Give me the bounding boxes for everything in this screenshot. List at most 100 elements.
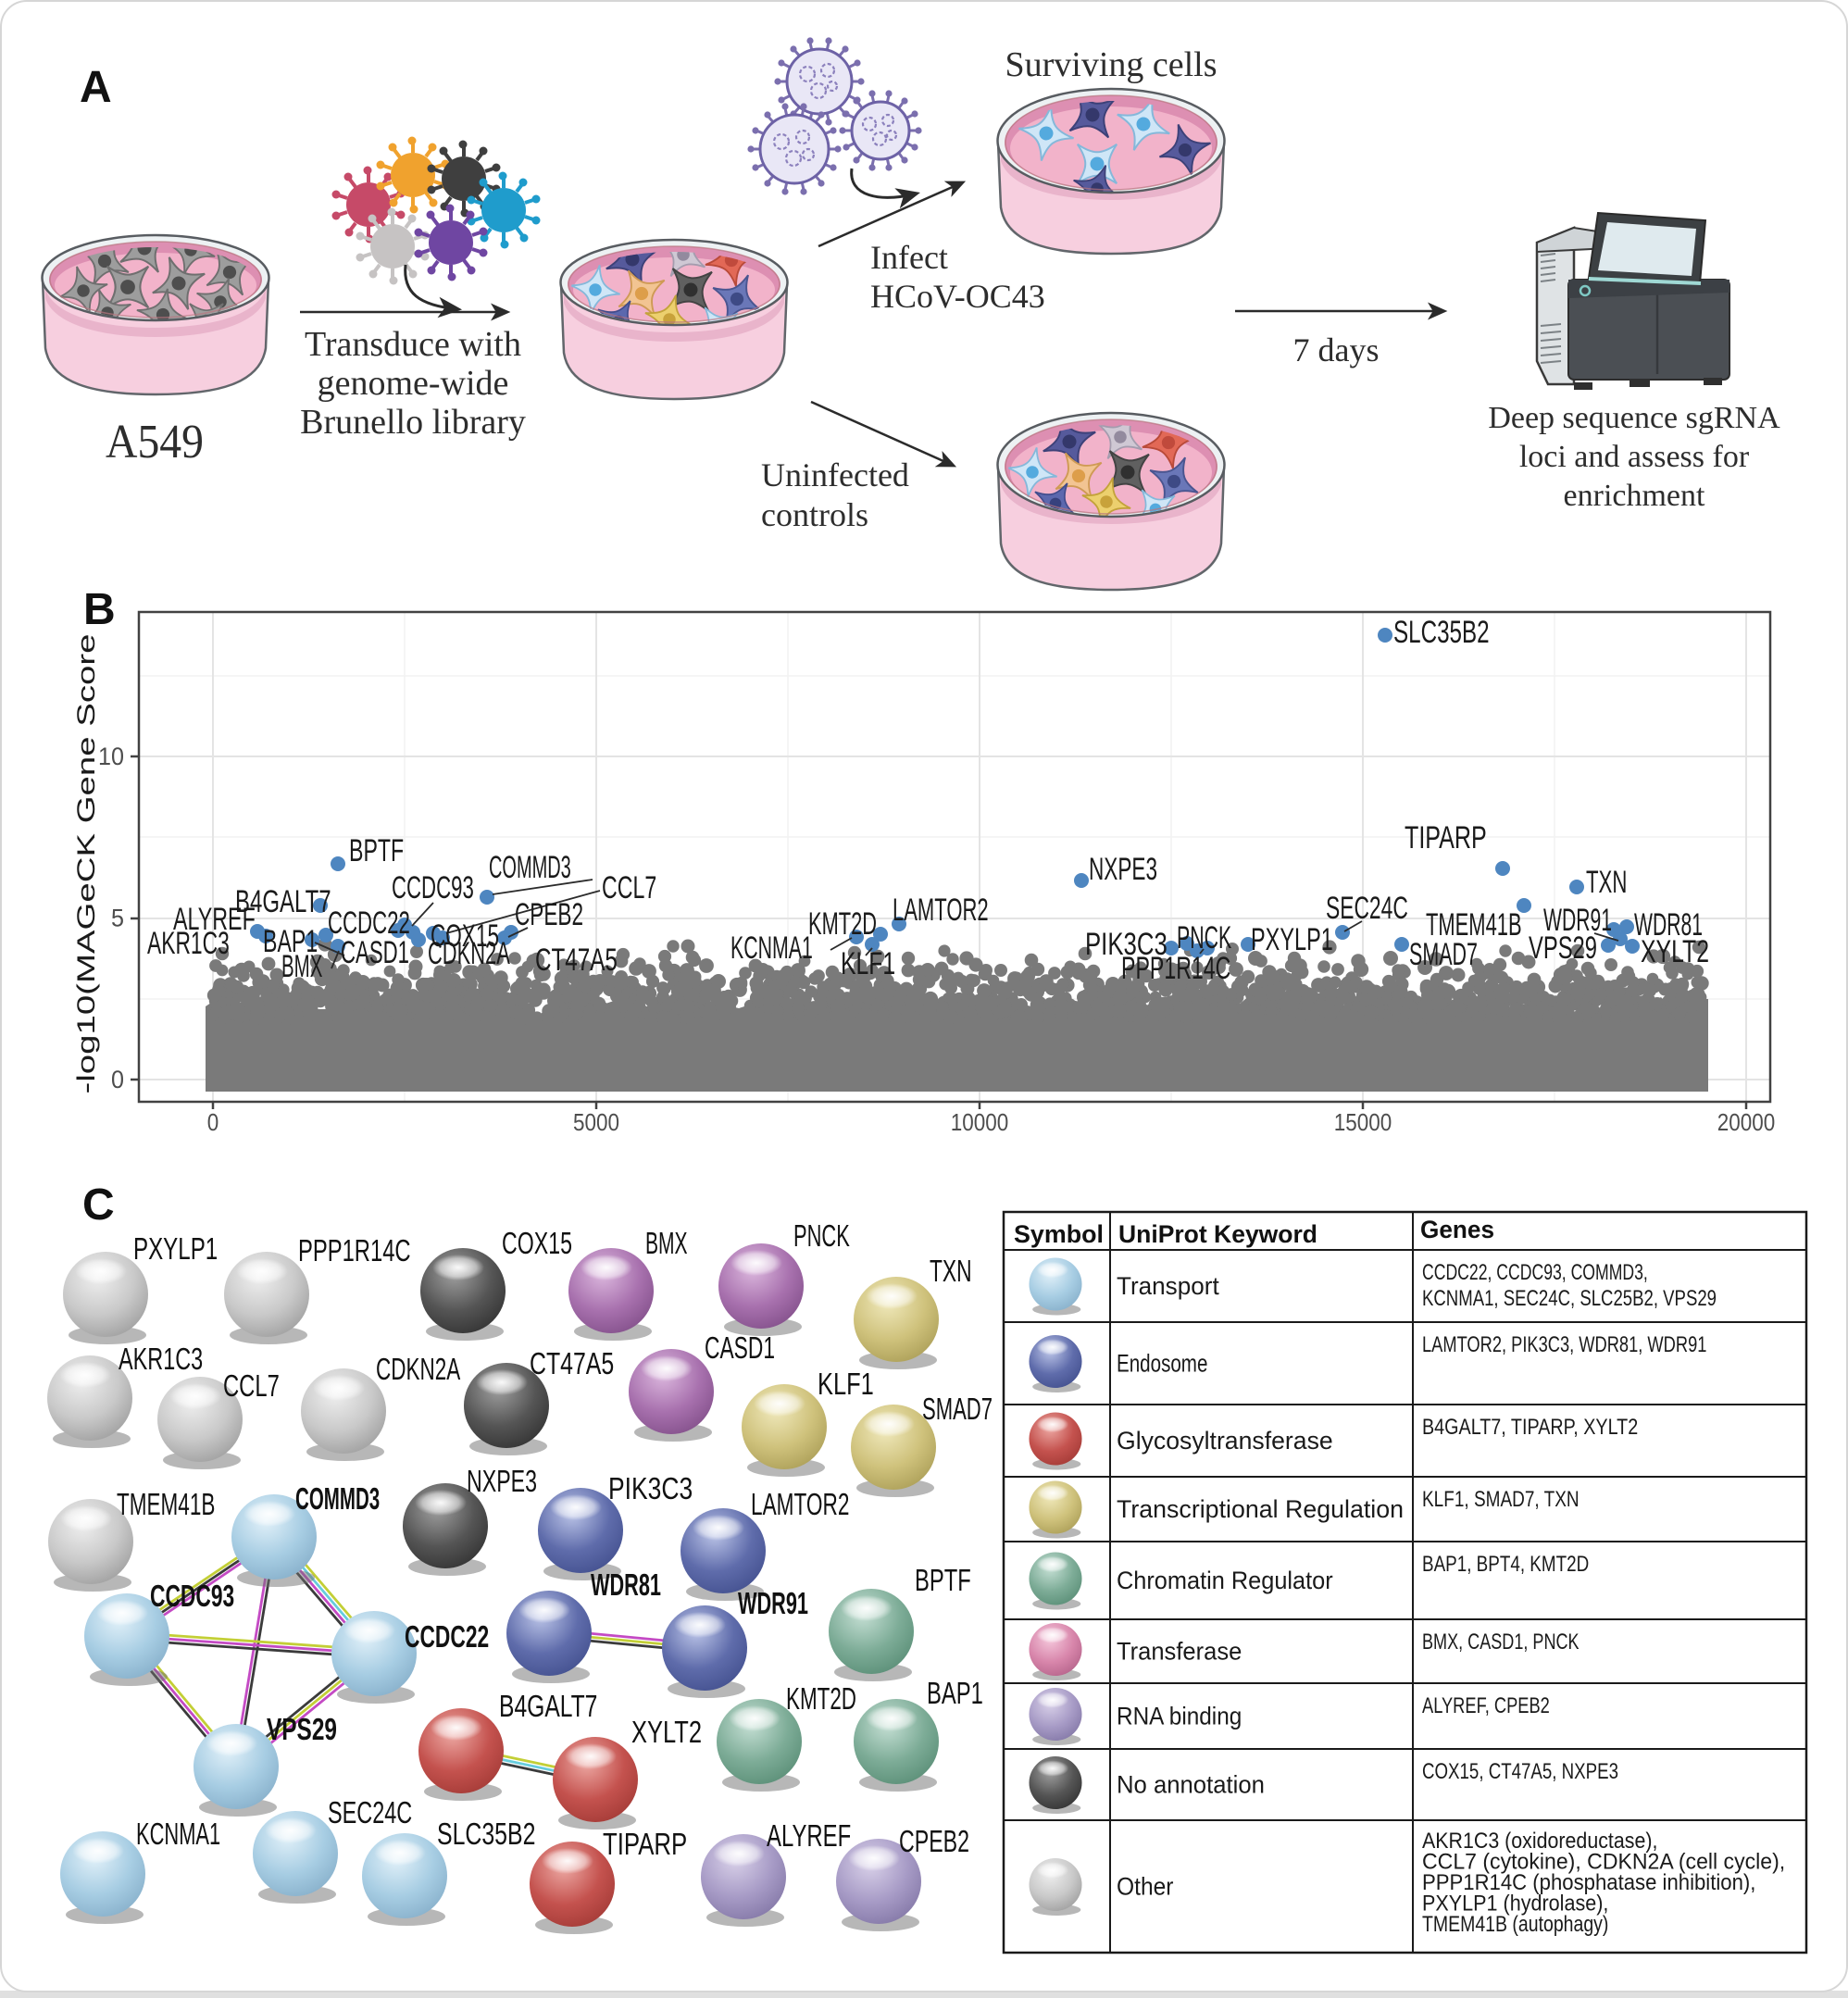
svg-text:BAP1, BPT4, KMT2D: BAP1, BPT4, KMT2D	[1422, 1552, 1589, 1577]
svg-text:SLC35B2: SLC35B2	[437, 1817, 535, 1851]
svg-text:Chromatin Regulator: Chromatin Regulator	[1117, 1567, 1333, 1594]
svg-text:PIK3C3: PIK3C3	[1085, 927, 1167, 962]
svg-text:KCNMA1: KCNMA1	[136, 1817, 220, 1851]
svg-text:BAP1: BAP1	[263, 924, 318, 959]
svg-text:COMMD3: COMMD3	[489, 850, 571, 885]
svg-text:AKR1C3: AKR1C3	[147, 926, 230, 961]
svg-text:Deep sequence sgRNA: Deep sequence sgRNA	[1488, 401, 1780, 435]
svg-text:SLC35B2: SLC35B2	[1393, 615, 1490, 650]
svg-text:Genes: Genes	[1420, 1216, 1494, 1243]
svg-text:TMEM41B: TMEM41B	[117, 1487, 215, 1521]
svg-text:Surviving cells: Surviving cells	[1005, 45, 1217, 84]
svg-text:KCNMA1, SEC24C, SLC25B2, VPS29: KCNMA1, SEC24C, SLC25B2, VPS29	[1422, 1286, 1717, 1311]
svg-text:Transferase: Transferase	[1117, 1638, 1242, 1666]
svg-text:VPS29: VPS29	[267, 1712, 337, 1746]
svg-text:UniProt Keyword: UniProt Keyword	[1118, 1220, 1317, 1248]
svg-text:CCDC93: CCDC93	[150, 1579, 234, 1613]
svg-text:CCL7: CCL7	[223, 1368, 280, 1403]
svg-text:RNA binding: RNA binding	[1117, 1703, 1242, 1730]
svg-text:AKR1C3: AKR1C3	[119, 1342, 203, 1376]
svg-text:CCDC22: CCDC22	[328, 905, 410, 941]
svg-text:CCDC22, CCDC93, COMMD3,: CCDC22, CCDC93, COMMD3,	[1422, 1260, 1648, 1285]
svg-text:PPP1R14C (phosphatase inhibiti: PPP1R14C (phosphatase inhibition),	[1422, 1870, 1755, 1895]
svg-text:CT47A5: CT47A5	[530, 1346, 614, 1380]
svg-text:5000: 5000	[573, 1108, 619, 1136]
svg-text:NXPE3: NXPE3	[467, 1464, 537, 1498]
svg-text:CDKN2A: CDKN2A	[376, 1352, 460, 1386]
svg-text:-log10(MAGeCK Gene Score: -log10(MAGeCK Gene Score	[72, 634, 100, 1094]
svg-text:HCoV-OC43: HCoV-OC43	[870, 278, 1045, 315]
svg-text:10: 10	[98, 743, 124, 770]
svg-text:B4GALT7: B4GALT7	[235, 884, 331, 919]
svg-text:A549: A549	[106, 416, 204, 468]
svg-text:XYLT2: XYLT2	[1641, 934, 1709, 969]
svg-text:PPP1R14C: PPP1R14C	[298, 1233, 411, 1267]
svg-text:controls: controls	[761, 496, 868, 533]
svg-text:Transcriptional Regulation: Transcriptional Regulation	[1117, 1495, 1404, 1523]
svg-text:KMT2D: KMT2D	[808, 906, 877, 942]
svg-text:COX15: COX15	[431, 918, 499, 954]
svg-text:10000: 10000	[951, 1108, 1009, 1136]
svg-text:KCNMA1: KCNMA1	[730, 930, 813, 966]
svg-text:Transduce with: Transduce with	[305, 325, 521, 364]
svg-text:CDKN2A: CDKN2A	[428, 936, 510, 971]
svg-text:BPTF: BPTF	[915, 1563, 971, 1597]
svg-text:LAMTOR2: LAMTOR2	[751, 1487, 849, 1521]
svg-text:SEC24C: SEC24C	[1326, 891, 1408, 926]
svg-text:TMEM41B (autophagy): TMEM41B (autophagy)	[1422, 1912, 1608, 1937]
svg-text:NXPE3: NXPE3	[1089, 852, 1157, 887]
svg-text:ALYREF: ALYREF	[767, 1818, 851, 1853]
svg-text:0: 0	[207, 1108, 219, 1136]
svg-text:TIPARP: TIPARP	[1405, 820, 1487, 855]
svg-text:TXN: TXN	[930, 1254, 972, 1288]
svg-text:WDR91: WDR91	[1543, 903, 1612, 938]
svg-text:Uninfected: Uninfected	[761, 456, 909, 493]
svg-text:KLF1: KLF1	[841, 946, 895, 981]
svg-text:A: A	[80, 63, 112, 112]
svg-text:CPEB2: CPEB2	[899, 1824, 969, 1858]
svg-text:Endosome: Endosome	[1117, 1350, 1207, 1378]
svg-text:PNCK: PNCK	[1177, 920, 1231, 955]
svg-text:CASD1: CASD1	[341, 935, 409, 970]
svg-text:5: 5	[111, 905, 124, 932]
svg-text:TIPARP: TIPARP	[603, 1827, 687, 1861]
svg-text:BMX, CASD1, PNCK: BMX, CASD1, PNCK	[1422, 1630, 1580, 1655]
svg-text:7 days: 7 days	[1293, 331, 1380, 368]
svg-text:ALYREF, CPEB2: ALYREF, CPEB2	[1422, 1693, 1550, 1718]
svg-text:SEC24C: SEC24C	[328, 1795, 412, 1829]
svg-text:Symbol: Symbol	[1014, 1220, 1104, 1248]
svg-text:WDR91: WDR91	[738, 1586, 808, 1620]
svg-text:KLF1: KLF1	[818, 1367, 874, 1401]
svg-text:COX15, CT47A5, NXPE3: COX15, CT47A5, NXPE3	[1422, 1759, 1618, 1784]
svg-text:PIK3C3: PIK3C3	[608, 1471, 693, 1505]
svg-text:COMMD3: COMMD3	[295, 1481, 380, 1516]
svg-text:CCDC22: CCDC22	[405, 1619, 489, 1654]
svg-text:VPS29: VPS29	[1529, 930, 1597, 966]
svg-text:XYLT2: XYLT2	[631, 1715, 702, 1749]
svg-text:WDR81: WDR81	[1634, 907, 1703, 943]
svg-text:KMT2D: KMT2D	[786, 1681, 856, 1716]
svg-text:loci and assess for: loci and assess for	[1519, 440, 1750, 474]
svg-text:20000: 20000	[1717, 1108, 1776, 1136]
svg-text:Transport: Transport	[1117, 1272, 1219, 1300]
svg-text:No annotation: No annotation	[1117, 1771, 1265, 1799]
svg-text:15000: 15000	[1334, 1108, 1392, 1136]
svg-text:Other: Other	[1117, 1873, 1174, 1901]
svg-text:BPTF: BPTF	[349, 833, 404, 868]
svg-text:BAP1: BAP1	[927, 1676, 983, 1710]
svg-text:Brunello library: Brunello library	[300, 403, 526, 442]
svg-text:AKR1C3 (oxidoreductase),: AKR1C3 (oxidoreductase),	[1422, 1829, 1657, 1854]
svg-text:PXYLP1: PXYLP1	[1251, 922, 1333, 957]
svg-text:LAMTOR2, PIK3C3, WDR81, WDR91: LAMTOR2, PIK3C3, WDR81, WDR91	[1422, 1332, 1706, 1357]
svg-text:SMAD7: SMAD7	[922, 1392, 993, 1426]
svg-text:B4GALT7, TIPARP, XYLT2: B4GALT7, TIPARP, XYLT2	[1422, 1415, 1638, 1440]
svg-text:Glycosyltransferase: Glycosyltransferase	[1117, 1427, 1333, 1455]
svg-text:PXYLP1 (hydrolase),: PXYLP1 (hydrolase),	[1422, 1892, 1608, 1917]
svg-text:C: C	[82, 1180, 115, 1230]
svg-text:CCL7 (cytokine), CDKN2A (cell: CCL7 (cytokine), CDKN2A (cell cycle),	[1422, 1850, 1785, 1875]
svg-text:KLF1, SMAD7, TXN: KLF1, SMAD7, TXN	[1422, 1487, 1580, 1512]
svg-text:CCL7: CCL7	[602, 870, 656, 905]
svg-text:TMEM41B: TMEM41B	[1426, 907, 1522, 943]
svg-text:WDR81: WDR81	[591, 1567, 661, 1602]
svg-text:PXYLP1: PXYLP1	[133, 1231, 218, 1266]
